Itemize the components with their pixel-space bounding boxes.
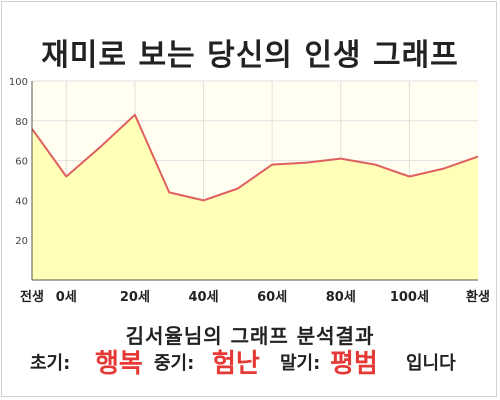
axes xyxy=(31,81,478,281)
x-tick-label: 환생 xyxy=(466,289,490,305)
early-label: 초기: xyxy=(30,353,71,374)
x-tick-label: 전생 xyxy=(20,289,44,305)
result-summary: 초기: 행복 중기: 험난 말기: 평범 입니다 xyxy=(0,346,500,382)
life-series-line xyxy=(31,113,479,202)
x-tick-label: 40세 xyxy=(189,290,219,305)
middle-value: 험난 xyxy=(212,349,260,379)
page-title: 재미로 보는 당신의 인생 그래프 xyxy=(41,38,459,73)
x-tick-label: 0세 xyxy=(56,290,77,305)
x-tick-label: 100세 xyxy=(390,290,429,305)
ending-text: 입니다 xyxy=(406,353,456,374)
y-tick-label: 60 xyxy=(15,157,28,168)
result-heading: 김서율님의 그래프 분석결과 xyxy=(125,324,375,348)
area-fill xyxy=(32,114,478,280)
y-tick-label: 80 xyxy=(15,117,28,128)
y-tick-label: 40 xyxy=(15,196,28,207)
x-tick-label: 60세 xyxy=(257,290,287,305)
late-value: 평범 xyxy=(330,349,378,379)
x-tick-label: 20세 xyxy=(120,290,150,305)
life-graph-chart: 20 40 60 80 100 전생 0세 20세 40세 60세 80세 100세 환생 xyxy=(9,77,490,305)
early-value: 행복 xyxy=(95,349,143,379)
area-layer xyxy=(31,113,479,280)
late-label: 말기: xyxy=(280,353,321,374)
y-tick-label: 20 xyxy=(15,236,28,247)
tick-labels: 20 40 60 80 100 전생 0세 20세 40세 60세 80세 100세 환생 xyxy=(9,77,490,305)
x-tick-label: 80세 xyxy=(326,290,356,305)
middle-label: 중기: xyxy=(154,353,195,374)
y-tick-label: 100 xyxy=(9,77,28,88)
